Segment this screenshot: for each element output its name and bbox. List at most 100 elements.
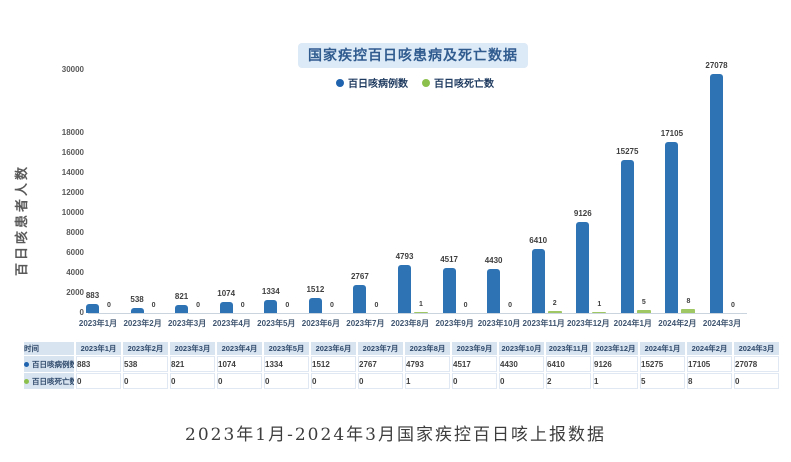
legend-label: 百日咳病例数: [348, 79, 408, 90]
table-cell-value: 1: [405, 373, 450, 389]
legend-item: 百日咳死亡数: [422, 75, 494, 90]
cases-bar: [175, 304, 189, 313]
series-dot-icon: [24, 378, 29, 384]
cases-bar: [130, 307, 144, 313]
deaths-value-label: 0: [731, 302, 735, 309]
table-cell-value: 9126: [593, 356, 638, 372]
y-tick-label: 12000: [61, 188, 84, 197]
x-tick-label: 2023年4月: [212, 319, 251, 328]
x-tick-label: 2023年1月: [78, 319, 118, 328]
deaths-value-label: 0: [107, 302, 111, 309]
y-tick-label: 4000: [66, 268, 84, 277]
y-tick-label: 18000: [61, 128, 84, 137]
table-cell-value: 8: [687, 373, 732, 389]
table-cell-value: 821: [170, 356, 215, 372]
table-cell-value: 15275: [640, 356, 685, 372]
table-cell-value: 538: [123, 356, 168, 372]
x-tick-label: 2024年1月: [613, 319, 652, 328]
x-tick-label: 2023年12月: [566, 319, 610, 328]
series-dot-icon: [24, 361, 29, 367]
x-tick-label: 2023年11月: [522, 319, 565, 328]
table-row-label-text: 百日咳死亡数: [32, 376, 74, 386]
table-cell-value: 0: [358, 373, 403, 389]
deaths-bar: [414, 311, 428, 313]
table-cell-value: 0: [123, 373, 168, 389]
table-row: 百日咳病例数 883 538 821 1074 1334 1512 2767 4793 4517 4…: [24, 356, 779, 372]
table-cell-value: 1512: [311, 356, 356, 372]
table-cell-value: 0: [734, 373, 779, 389]
x-tick-label: 2023年9月: [435, 319, 474, 328]
table-month-header: 2023年7月: [358, 342, 403, 355]
deaths-value-label: 0: [463, 302, 468, 309]
cases-bar: [576, 221, 590, 313]
x-tick-label: 2024年3月: [702, 319, 742, 328]
table-month-header: 2023年3月: [170, 342, 215, 355]
x-tick-label: 2023年7月: [346, 319, 385, 328]
table-cell-value: 0: [76, 373, 121, 389]
legend-label: 百日咳死亡数: [434, 79, 494, 90]
cases-value-label: 1512: [306, 284, 325, 294]
deaths-bar: [547, 311, 562, 314]
deaths-value-label: 8: [686, 298, 691, 305]
deaths-value-label: 0: [374, 302, 379, 309]
table-month-header: 2023年8月: [405, 342, 450, 355]
table-cell-value: 1074: [217, 356, 262, 372]
cases-value-label: 1074: [217, 289, 236, 299]
table-cell-value: 4793: [405, 356, 450, 372]
cases-value-label: 4430: [484, 255, 503, 265]
y-tick-label: 30000: [61, 65, 84, 74]
table-month-header: 2024年2月: [687, 342, 732, 355]
table-month-header: 2023年1月: [76, 342, 121, 355]
table-cell-value: 0: [264, 373, 309, 389]
cases-bar: [264, 299, 278, 313]
table-row-label-text: 百日咳病例数: [32, 359, 74, 369]
cases-bar: [487, 268, 501, 313]
cases-value-label: 4793: [395, 252, 414, 262]
cases-value-label: 27078: [705, 61, 728, 70]
cases-bar: [308, 297, 322, 313]
y-tick-label: 14000: [61, 168, 84, 177]
legend-item: 百日咳病例数: [336, 75, 408, 90]
deaths-bar: [592, 311, 607, 313]
table-cell-value: 4430: [499, 356, 544, 372]
table-cell-value: 27078: [734, 356, 779, 372]
caption: 2023年1月-2024年3月国家疾控百日咳上报数据: [185, 425, 606, 445]
deaths-value-label: 5: [641, 299, 646, 307]
data-table: 时间 2023年1月 2023年2月 2023年3月 2023年4月 2023年5月 202…: [22, 341, 781, 390]
cases-bar: [665, 141, 679, 313]
x-tick-label: 2023年5月: [257, 319, 296, 328]
y-tick-label: 16000: [61, 148, 84, 157]
deaths-bar: [681, 309, 696, 313]
table-month-header: 2024年3月: [734, 342, 779, 355]
cases-value-label: 1334: [261, 286, 280, 296]
table-cell-value: 0: [311, 373, 356, 389]
deaths-bar: [636, 310, 651, 313]
cases-bar: [86, 304, 99, 313]
table-cell-value: 6410: [546, 356, 591, 372]
y-tick-label: 6000: [66, 248, 84, 257]
deaths-value-label: 0: [240, 302, 245, 309]
table-cell-value: 2767: [358, 356, 403, 372]
table-cell-value: 5: [640, 373, 685, 389]
table-cell-value: 1334: [264, 356, 309, 372]
table-row: 百日咳死亡数 0 0 0 0 0 0 0 1 0 0 2 1 5 8 0: [24, 373, 779, 389]
table-month-header: 2023年6月: [311, 342, 356, 355]
cases-bar: [531, 248, 545, 313]
y-tick-label: 10000: [61, 208, 84, 217]
table-cell-value: 4517: [452, 356, 497, 372]
table-month-header: 2023年11月: [546, 342, 591, 355]
table-cell-value: 883: [76, 356, 121, 372]
table-month-header: 2023年2月: [123, 342, 168, 355]
y-tick-label: 2000: [66, 288, 84, 297]
x-tick-label: 2023年3月: [167, 319, 207, 328]
legend-dot-icon: [422, 78, 430, 87]
x-tick-label: 2023年10月: [477, 319, 521, 328]
table-month-header: 2023年4月: [217, 342, 262, 355]
table-cell-value: 1: [593, 373, 638, 389]
cases-bar: [620, 160, 634, 314]
cases-value-label: 17105: [660, 128, 684, 138]
cases-bar: [710, 74, 723, 313]
table-cell-value: 2: [546, 373, 591, 389]
deaths-value-label: 0: [196, 302, 201, 309]
